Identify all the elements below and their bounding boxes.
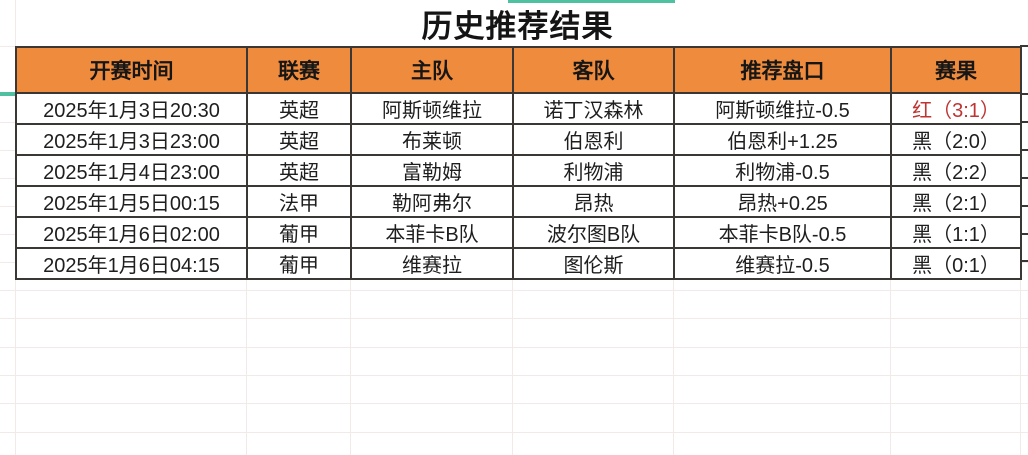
cell-handicap[interactable]: 利物浦-0.5 bbox=[673, 154, 892, 187]
cell-result[interactable]: 红（3:1） bbox=[890, 92, 1022, 125]
cell-away[interactable]: 波尔图B队 bbox=[512, 216, 675, 249]
cell-home[interactable]: 勒阿弗尔 bbox=[350, 185, 514, 218]
gridline bbox=[890, 262, 891, 455]
column-header-handicap[interactable]: 推荐盘口 bbox=[673, 46, 892, 94]
cell-result[interactable]: 黑（1:1） bbox=[890, 216, 1022, 249]
cell-away[interactable]: 诺丁汉森林 bbox=[512, 92, 675, 125]
cell-league[interactable]: 葡甲 bbox=[246, 216, 352, 249]
row-border-extension bbox=[1020, 177, 1028, 179]
cell-handicap[interactable]: 阿斯顿维拉-0.5 bbox=[673, 92, 892, 125]
cell-time[interactable]: 2025年1月6日04:15 bbox=[15, 247, 248, 280]
row-border-extension bbox=[1020, 233, 1028, 235]
table-row: 2025年1月3日23:00 英超 布莱顿 伯恩利 伯恩利+1.25 黑（2:0） bbox=[15, 123, 1022, 156]
cell-result[interactable]: 黑（2:0） bbox=[890, 123, 1022, 156]
cell-away[interactable]: 伯恩利 bbox=[512, 123, 675, 156]
cell-away[interactable]: 昂热 bbox=[512, 185, 675, 218]
cell-league[interactable]: 法甲 bbox=[246, 185, 352, 218]
cell-away[interactable]: 利物浦 bbox=[512, 154, 675, 187]
column-header-time[interactable]: 开赛时间 bbox=[15, 46, 248, 94]
table-row: 2025年1月6日02:00 葡甲 本菲卡B队 波尔图B队 本菲卡B队-0.5 黑（1:1… bbox=[15, 216, 1022, 249]
column-header-result[interactable]: 赛果 bbox=[890, 46, 1022, 94]
cell-result[interactable]: 黑（2:2） bbox=[890, 154, 1022, 187]
gridline bbox=[0, 290, 1028, 291]
header-row: 开赛时间 联赛 主队 客队 推荐盘口 赛果 bbox=[15, 46, 1022, 94]
selection-highlight-left bbox=[0, 92, 15, 96]
gridline bbox=[0, 318, 1028, 319]
gridline bbox=[0, 403, 1028, 404]
cell-league[interactable]: 葡甲 bbox=[246, 247, 352, 280]
selection-highlight-top bbox=[508, 0, 675, 3]
cell-league[interactable]: 英超 bbox=[246, 123, 352, 156]
table-body: 2025年1月3日20:30 英超 阿斯顿维拉 诺丁汉森林 阿斯顿维拉-0.5 红（3:1… bbox=[15, 92, 1022, 280]
cell-away[interactable]: 图伦斯 bbox=[512, 247, 675, 280]
gridline bbox=[246, 262, 247, 455]
cell-time[interactable]: 2025年1月3日23:00 bbox=[15, 123, 248, 156]
row-border-extension bbox=[1020, 121, 1028, 123]
gridline bbox=[350, 262, 351, 455]
results-table: 开赛时间 联赛 主队 客队 推荐盘口 赛果 2025年1月3日20:30 英超 阿斯… bbox=[15, 46, 1022, 280]
row-border-extension bbox=[1020, 45, 1028, 47]
column-header-home[interactable]: 主队 bbox=[350, 46, 514, 94]
cell-result[interactable]: 黑（2:1） bbox=[890, 185, 1022, 218]
cell-home[interactable]: 阿斯顿维拉 bbox=[350, 92, 514, 125]
cell-home[interactable]: 维赛拉 bbox=[350, 247, 514, 280]
cell-league[interactable]: 英超 bbox=[246, 154, 352, 187]
cell-handicap[interactable]: 本菲卡B队-0.5 bbox=[673, 216, 892, 249]
column-header-away[interactable]: 客队 bbox=[512, 46, 675, 94]
cell-time[interactable]: 2025年1月4日23:00 bbox=[15, 154, 248, 187]
cell-result[interactable]: 黑（0:1） bbox=[890, 247, 1022, 280]
gridline bbox=[0, 375, 1028, 376]
gridline bbox=[0, 347, 1028, 348]
cell-league[interactable]: 英超 bbox=[246, 92, 352, 125]
table-row: 2025年1月3日20:30 英超 阿斯顿维拉 诺丁汉森林 阿斯顿维拉-0.5 红（3:1… bbox=[15, 92, 1022, 125]
row-border-extension bbox=[1020, 205, 1028, 207]
cell-handicap[interactable]: 昂热+0.25 bbox=[673, 185, 892, 218]
cell-home[interactable]: 本菲卡B队 bbox=[350, 216, 514, 249]
column-header-league[interactable]: 联赛 bbox=[246, 46, 352, 94]
row-border-extension bbox=[1020, 260, 1028, 262]
cell-home[interactable]: 富勒姆 bbox=[350, 154, 514, 187]
gridline bbox=[1020, 262, 1021, 455]
table-row: 2025年1月4日23:00 英超 富勒姆 利物浦 利物浦-0.5 黑（2:2） bbox=[15, 154, 1022, 187]
cell-handicap[interactable]: 维赛拉-0.5 bbox=[673, 247, 892, 280]
gridline bbox=[673, 262, 674, 455]
table-row: 2025年1月5日00:15 法甲 勒阿弗尔 昂热 昂热+0.25 黑（2:1） bbox=[15, 185, 1022, 218]
gridline bbox=[512, 262, 513, 455]
cell-time[interactable]: 2025年1月6日02:00 bbox=[15, 216, 248, 249]
row-border-extension bbox=[1020, 93, 1028, 95]
cell-time[interactable]: 2025年1月3日20:30 bbox=[15, 92, 248, 125]
gridline bbox=[0, 432, 1028, 433]
page-title[interactable]: 历史推荐结果 bbox=[421, 8, 614, 44]
cell-home[interactable]: 布莱顿 bbox=[350, 123, 514, 156]
table-header: 开赛时间 联赛 主队 客队 推荐盘口 赛果 bbox=[15, 46, 1022, 94]
table-row: 2025年1月6日04:15 葡甲 维赛拉 图伦斯 维赛拉-0.5 黑（0:1） bbox=[15, 247, 1022, 280]
row-border-extension bbox=[1020, 149, 1028, 151]
cell-handicap[interactable]: 伯恩利+1.25 bbox=[673, 123, 892, 156]
cell-time[interactable]: 2025年1月5日00:15 bbox=[15, 185, 248, 218]
